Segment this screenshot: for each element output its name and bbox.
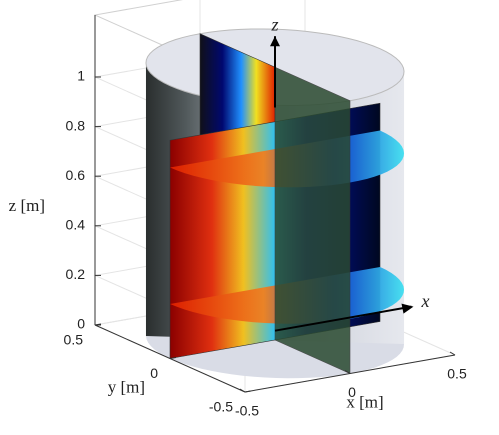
y-axis-label: y [m] [108,377,145,396]
y-tick-label: -0.5 [209,399,233,415]
z-tick-label: 0 [77,316,85,332]
x-axis-label: x [m] [346,392,383,411]
y-tick [244,390,252,393]
z-tick-label: 0.4 [66,217,86,233]
x-tick [239,388,246,393]
z-tick-label: 1 [77,68,85,84]
slice-x0-front [274,66,351,374]
x-arrow [274,305,412,332]
x-arrow-head [401,303,414,314]
x-tick-label: 0.5 [447,366,467,382]
x-tick-label: -0.5 [235,403,259,419]
z-arrow-head [270,36,280,47]
y-tick-label: 0 [150,365,158,381]
z-tick-label: 0.8 [66,117,86,133]
y-tick-label: 0.5 [64,332,84,348]
annotation: z [270,14,278,34]
z-tick-label: 0.6 [66,167,86,183]
y-tick [169,357,177,359]
y-tick [94,323,102,326]
annotation: x [421,291,430,311]
z-tick-label: 0.2 [66,266,86,282]
x-tick [449,351,456,356]
x-tick-label: 0 [348,384,356,400]
x-tick [344,370,351,374]
z-axis-label: z [m] [9,196,45,215]
